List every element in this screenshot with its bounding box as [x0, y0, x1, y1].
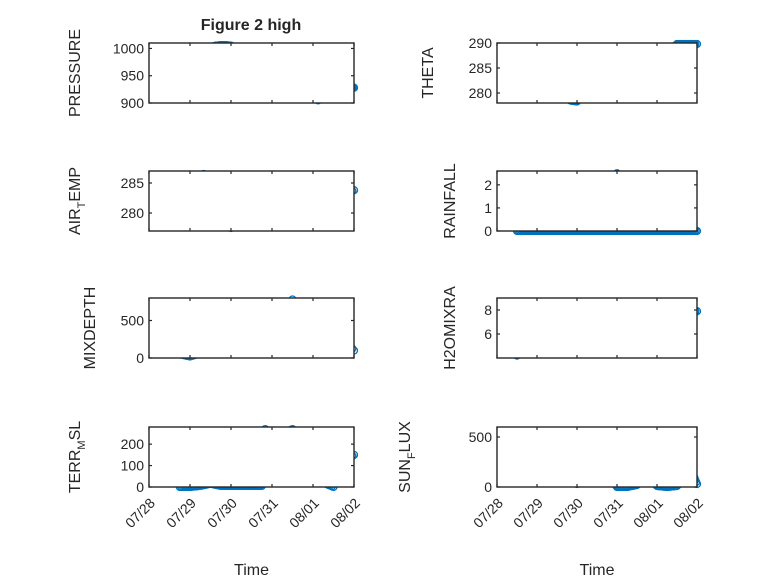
y-tick-label: 500 — [121, 313, 145, 329]
subplot-terr_msl: 0 100 200 07/28 07/29 07/30 07/31 08/01 08/02 Tim… — [67, 421, 363, 579]
y-tick-label: 200 — [121, 436, 145, 452]
y-axis-label: H2OMIXRA — [442, 286, 459, 370]
x-tick-label: 08/02 — [327, 495, 363, 531]
x-axis-label: Time — [580, 562, 615, 579]
subplot-mixdepth: 0 500 MIXDEPTH — [82, 287, 359, 370]
y-tick-label: 0 — [136, 479, 144, 495]
x-tick-label: 08/01 — [630, 495, 666, 531]
y-tick-label: 290 — [469, 35, 493, 51]
y-tick-label: 0 — [484, 223, 492, 239]
x-tick-label: 07/31 — [590, 495, 626, 531]
axes-box — [496, 170, 698, 232]
x-axis-label: Time — [234, 562, 269, 579]
y-tick-label: 280 — [121, 205, 145, 221]
y-axis-label: MIXDEPTH — [82, 287, 99, 370]
y-axis-label: RAINFALL — [442, 163, 459, 239]
axes-box — [496, 42, 698, 104]
y-axis-label: PRESSURE — [67, 29, 84, 117]
y-axis-label: SUNFLUX — [397, 421, 418, 493]
x-tick-label: 07/31 — [245, 495, 281, 531]
axes-box — [148, 170, 355, 232]
axes-box — [148, 42, 355, 104]
y-tick-label: 100 — [121, 458, 145, 474]
y-tick-label: 0 — [136, 350, 144, 366]
y-tick-label: 500 — [469, 429, 493, 445]
y-axis-label: AIRTEMP — [67, 167, 88, 235]
y-tick-label: 2 — [484, 177, 492, 193]
y-tick-label: 1000 — [113, 40, 144, 56]
x-tick-label: 07/28 — [122, 495, 158, 531]
axes-box — [496, 297, 698, 359]
subplot-theta: 280 285 290 THETA — [420, 35, 702, 106]
y-tick-label: 0 — [484, 479, 492, 495]
y-tick-label: 8 — [484, 302, 492, 318]
y-tick-label: 6 — [484, 326, 492, 342]
y-tick-label: 900 — [121, 95, 145, 111]
y-tick-label: 280 — [469, 85, 493, 101]
y-axis-label: THETA — [420, 47, 437, 99]
subplot-pressure: 900 950 1000 PRESSURE — [67, 29, 359, 117]
figure-title: Figure 2 high — [201, 17, 301, 34]
axes-box — [148, 426, 355, 488]
x-tick-label: 07/29 — [163, 495, 199, 531]
y-tick-label: 285 — [121, 175, 145, 191]
x-tick-label: 07/30 — [204, 495, 240, 531]
axes-box — [148, 297, 355, 359]
x-tick-label: 08/01 — [286, 495, 322, 531]
x-tick-label: 08/02 — [670, 495, 706, 531]
subplot-air_temp: 280 285 AIRTEMP — [67, 167, 359, 235]
x-tick-label: 07/29 — [510, 495, 546, 531]
subplot-h2omixra: 6 8 H2OMIXRA — [442, 286, 702, 370]
x-tick-label: 07/28 — [470, 495, 506, 531]
subplot-rainfall: 0 1 2 RAINFALL — [442, 163, 702, 239]
subplot-sun_flux: 0 500 07/28 07/29 07/30 07/31 08/01 08/02 Time SU… — [397, 421, 706, 579]
y-tick-label: 285 — [469, 60, 493, 76]
y-tick-label: 950 — [121, 68, 145, 84]
axes-box — [496, 426, 698, 488]
x-tick-label: 07/30 — [550, 495, 586, 531]
y-axis-label: TERRMSL — [67, 421, 88, 493]
y-tick-label: 1 — [484, 200, 492, 216]
